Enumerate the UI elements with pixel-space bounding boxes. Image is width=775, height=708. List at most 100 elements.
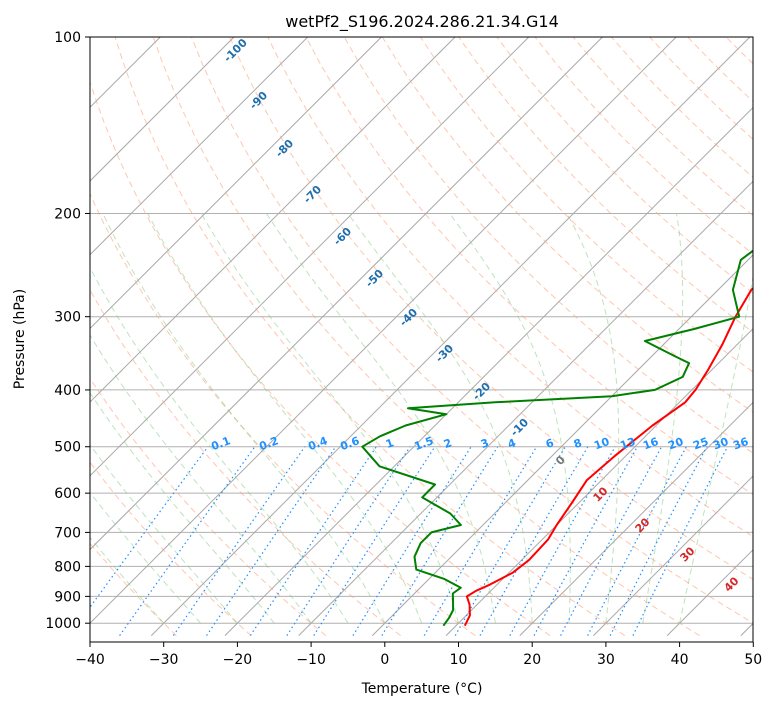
mixing-ratio-label: 36	[731, 435, 750, 453]
chart-title: wetPf2_S196.2024.286.21.34.G14	[285, 12, 559, 32]
moist-adiabat	[90, 391, 275, 624]
x-tick-label: 0	[380, 652, 389, 668]
dry-adiabat	[764, 37, 775, 636]
dry-adiabat	[90, 289, 401, 636]
isotherm-label: -60	[331, 225, 354, 248]
moist-adiabat	[642, 213, 684, 624]
isotherm-line	[90, 37, 677, 624]
moist-adiabat	[90, 536, 165, 624]
isotherm-label: -30	[433, 342, 456, 365]
mixing-ratio-label: 13	[618, 435, 637, 452]
isotherm-label: -70	[301, 183, 324, 206]
mixing-ratio-label: 30	[711, 435, 730, 453]
axes: −40 −30 −20 −10 0 10 20 30 40 5010020030040050060…	[45, 30, 762, 668]
isotherm-label: -90	[247, 89, 270, 112]
mixing-ratio-label: 6	[544, 436, 556, 451]
isotherm-line	[298, 180, 753, 636]
isotherm-line	[90, 37, 603, 551]
isotherm-line	[90, 37, 530, 477]
isotherm-line	[593, 475, 753, 636]
y-axis-label: Pressure (hPa)	[12, 289, 28, 389]
mixing-ratio-label: 10	[592, 435, 611, 453]
dry-adiabat	[90, 192, 476, 637]
mixing-ratio-line	[249, 446, 377, 636]
dry-adiabat	[305, 37, 753, 496]
plot-frame	[89, 36, 754, 643]
isotherm-line	[150, 37, 751, 636]
isotherm-label: -40	[397, 306, 420, 329]
x-tick-label: −10	[296, 652, 326, 668]
mixing-ratio-line	[90, 446, 209, 609]
moist-adiabat	[200, 213, 459, 624]
mixing-ratio-line	[286, 446, 411, 636]
y-tick-label: 700	[54, 525, 81, 541]
x-tick-label: −30	[149, 652, 179, 668]
y-tick-label: 900	[54, 589, 81, 605]
plot-marks	[361, 249, 753, 627]
isotherm-label: -20	[470, 380, 493, 403]
mixing-ratio-label: 20	[666, 435, 685, 453]
y-tick-label: 400	[54, 383, 81, 399]
mixing-ratio-label: 16	[641, 435, 660, 453]
mixing-ratio-line	[352, 446, 472, 636]
y-tick-label: 200	[54, 206, 81, 222]
y-tick-label: 100	[54, 30, 81, 46]
isotherm-line	[90, 37, 382, 330]
y-tick-label: 500	[54, 440, 81, 456]
mixing-ratio-line	[172, 446, 306, 636]
mixing-ratio-label: 8	[572, 436, 584, 451]
y-tick-label: 800	[54, 559, 81, 575]
x-tick-label: −20	[223, 652, 253, 668]
mixing-ratio-line	[423, 446, 538, 636]
isotherm-label: -50	[363, 267, 386, 290]
dewpoint-profile	[361, 249, 753, 627]
isotherm-label: 0	[553, 453, 568, 468]
dry-adiabat	[90, 461, 252, 636]
mixing-ratio-line	[509, 446, 616, 636]
mixing-ratio-label: 0.6	[338, 434, 361, 453]
mixing-ratio-label: 4	[506, 436, 518, 451]
mixing-ratio-line	[609, 446, 708, 636]
mixing-ratio-label: 0.1	[209, 434, 232, 453]
moist-adiabat	[90, 334, 312, 624]
dry-adiabat	[152, 37, 700, 637]
dry-adiabat	[90, 80, 551, 637]
isotherm-line	[519, 401, 753, 636]
dry-adiabat	[267, 37, 753, 538]
x-tick-label: 10	[450, 652, 468, 668]
moist-adiabat	[147, 213, 423, 624]
dry-adiabat	[649, 37, 753, 140]
mixing-ratio-label: 25	[691, 435, 710, 452]
dry-adiabat	[496, 37, 753, 294]
isotherm-line	[90, 37, 309, 256]
dry-adiabat	[420, 37, 753, 373]
x-tick-label: 20	[523, 652, 541, 668]
mixing-ratio-label: 1.5	[412, 434, 435, 453]
isotherm-label: 40	[722, 574, 742, 594]
x-tick-label: 50	[744, 652, 762, 668]
moist-adiabat	[90, 266, 349, 624]
moist-adiabat	[449, 213, 571, 624]
dry-adiabat	[611, 37, 753, 178]
mixing-ratio-line	[560, 446, 663, 636]
dry-adiabat	[114, 37, 626, 637]
isotherm-label: 30	[678, 544, 698, 564]
mixing-ratio-line	[587, 446, 687, 636]
y-tick-label: 1000	[45, 616, 81, 632]
mixing-ratio-line	[632, 446, 729, 636]
y-tick-label: 300	[54, 310, 81, 326]
moist-adiabat	[90, 491, 201, 624]
isotherm-line	[0, 37, 13, 636]
dry-adiabat	[458, 37, 753, 333]
isotherm-line	[224, 106, 753, 636]
isotherm-label: -100	[221, 36, 250, 65]
mixing-ratio-line	[206, 446, 337, 636]
mixing-ratio-line	[479, 446, 589, 636]
mixing-ratio-label: 3	[479, 436, 491, 451]
mixing-ratio-label: 0.2	[257, 434, 280, 453]
dry-adiabat	[191, 37, 753, 624]
x-axis-label: Temperature (°C)	[361, 681, 483, 697]
isotherm-line	[445, 327, 753, 636]
mixing-ratio-label: 2	[442, 436, 454, 451]
